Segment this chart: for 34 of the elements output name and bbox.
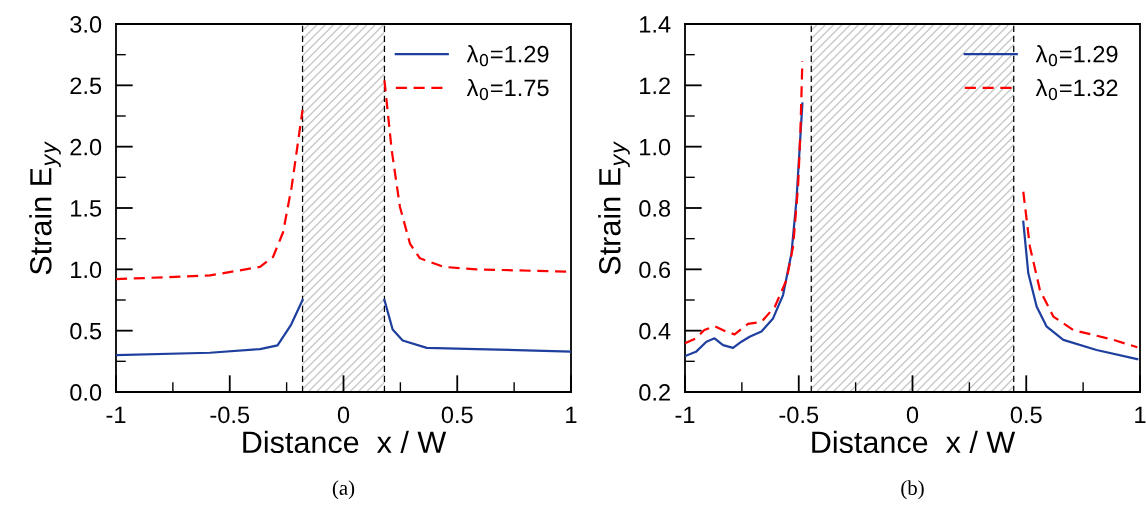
y-tick-label: 2.5 (70, 77, 102, 95)
x-tick-label: 0.5 (1010, 406, 1042, 424)
x-tick-label: -1 (675, 406, 695, 423)
y-tick-label: 1.0 (640, 138, 671, 156)
y-tick-label: 3.0 (70, 16, 102, 33)
y-tick-label: 1.4 (640, 16, 671, 33)
y-tick-label: 0.4 (639, 322, 671, 340)
x-tick-label: -0.5 (210, 406, 250, 424)
y-tick-label: 1.0 (71, 261, 102, 279)
x-tick-label: 1 (566, 406, 577, 423)
y-tick-label: 2.0 (70, 138, 102, 156)
text: (a) (332, 480, 355, 500)
x-tick-label: 1 (1135, 406, 1146, 423)
legend-label: λ$_{0}$=1.32 (1035, 78, 1118, 101)
x-tick-label: 0 (337, 406, 350, 424)
legend-label: λ$_{0}$=1.29 (1035, 45, 1118, 67)
x-tick-label: 0 (906, 406, 919, 424)
y-tick-label: 0.0 (70, 384, 102, 401)
x-tick-label: -1 (106, 406, 126, 423)
y-tick-label: 1.5 (71, 200, 102, 217)
y-tick-label: 0.8 (639, 200, 671, 217)
legend-label: λ$_{0}$=1.29 (466, 45, 549, 67)
x-axis-title: Distance x / W (812, 430, 1016, 454)
y-tick-label: 0.5 (70, 322, 102, 340)
y-axis-title: Strain E$_{yy}$ (598, 141, 630, 275)
x-tick-label: -0.5 (779, 406, 819, 424)
legend-label: λ$_{0}$=1.75 (466, 78, 549, 101)
y-axis-title: Strain E$_{yy}$ (29, 141, 61, 275)
y-tick-label: 1.2 (640, 77, 670, 94)
x-axis-title: Distance x / W (243, 430, 447, 454)
text: (b) (901, 480, 924, 500)
y-tick-label: 0.2 (639, 384, 670, 401)
y-tick-label: 0.6 (639, 261, 671, 279)
x-tick-label: 0.5 (441, 406, 473, 424)
